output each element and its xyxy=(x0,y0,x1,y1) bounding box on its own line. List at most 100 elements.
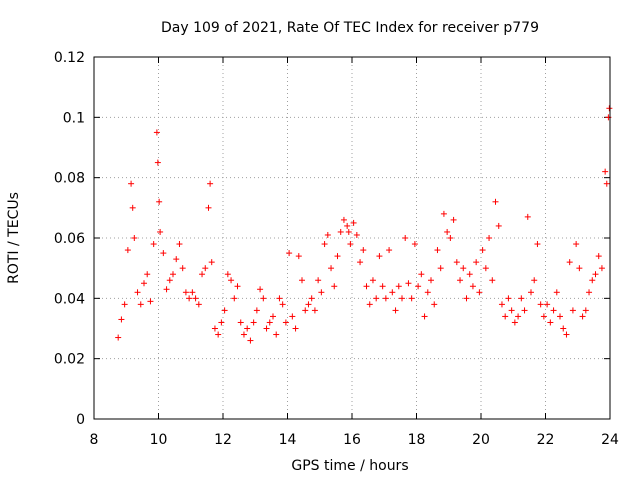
data-point xyxy=(579,313,586,320)
x-tick-label: 14 xyxy=(279,432,297,448)
data-point xyxy=(234,283,241,290)
data-point xyxy=(369,277,376,284)
data-point xyxy=(482,265,489,272)
data-point xyxy=(163,286,170,293)
data-point xyxy=(518,295,525,302)
data-point xyxy=(602,168,609,175)
data-point xyxy=(244,325,251,332)
data-point xyxy=(253,307,260,314)
data-point xyxy=(334,253,341,260)
data-point xyxy=(231,295,238,302)
data-point xyxy=(398,295,405,302)
data-point xyxy=(379,283,386,290)
data-point xyxy=(537,301,544,308)
data-point xyxy=(466,271,473,278)
y-tick-label: 0.02 xyxy=(54,352,85,368)
data-point xyxy=(586,289,593,296)
data-point xyxy=(137,301,144,308)
data-point xyxy=(592,271,599,278)
data-point xyxy=(363,283,370,290)
data-point xyxy=(250,319,257,326)
data-point xyxy=(460,265,467,272)
data-point xyxy=(550,307,557,314)
grid-lines xyxy=(94,57,610,419)
data-point xyxy=(527,289,534,296)
data-point xyxy=(202,265,209,272)
data-point xyxy=(273,331,280,338)
data-points xyxy=(115,105,613,344)
data-point xyxy=(434,247,441,254)
data-point xyxy=(324,231,331,238)
data-point xyxy=(589,277,596,284)
data-point xyxy=(469,283,476,290)
data-point xyxy=(276,295,283,302)
data-point xyxy=(302,307,309,314)
data-point xyxy=(382,295,389,302)
data-point xyxy=(257,286,264,293)
data-point xyxy=(389,289,396,296)
data-point xyxy=(350,219,357,226)
data-point xyxy=(511,319,518,326)
data-point xyxy=(428,277,435,284)
data-point xyxy=(531,277,538,284)
data-point xyxy=(476,289,483,296)
data-point xyxy=(498,301,505,308)
data-point xyxy=(150,241,157,248)
data-point xyxy=(173,256,180,263)
data-point xyxy=(192,295,199,302)
data-point xyxy=(328,265,335,272)
data-point xyxy=(515,313,522,320)
data-point xyxy=(211,325,218,332)
data-point xyxy=(563,331,570,338)
data-point xyxy=(279,301,286,308)
y-axis-label: ROTI / TECUs xyxy=(6,192,22,284)
data-point xyxy=(292,325,299,332)
data-point xyxy=(199,271,206,278)
y-tick-label: 0.06 xyxy=(54,231,85,247)
data-point xyxy=(402,235,409,241)
data-point xyxy=(157,228,164,235)
data-point xyxy=(431,301,438,308)
data-point xyxy=(353,231,360,238)
data-point xyxy=(357,259,364,266)
data-point xyxy=(347,241,354,248)
data-point xyxy=(473,259,480,266)
data-point xyxy=(557,313,564,320)
data-point xyxy=(263,325,270,332)
data-point xyxy=(156,198,163,205)
data-point xyxy=(405,280,412,287)
y-tick-label: 0.08 xyxy=(54,171,85,187)
data-point xyxy=(208,259,215,266)
data-point xyxy=(576,265,583,272)
data-point xyxy=(534,241,541,248)
data-point xyxy=(315,277,322,284)
data-point xyxy=(440,210,447,217)
data-point xyxy=(221,307,228,314)
x-tick-label: 8 xyxy=(90,432,99,448)
data-point xyxy=(182,289,189,296)
data-point xyxy=(344,222,351,229)
data-point xyxy=(553,289,560,296)
chart-title: Day 109 of 2021, Rate Of TEC Index for r… xyxy=(161,20,539,36)
data-point xyxy=(560,325,567,332)
data-point xyxy=(160,250,167,257)
data-point xyxy=(189,289,196,296)
data-point xyxy=(505,295,512,302)
data-point xyxy=(598,265,605,272)
data-point xyxy=(224,271,231,278)
data-point xyxy=(495,222,502,229)
data-point xyxy=(450,216,457,223)
axis-ticks: 8 10 12 14 16 18 20 22 24 0 0.02 0.04 0.06 0.08 0.1 0.1… xyxy=(54,50,619,448)
data-point xyxy=(207,180,214,187)
data-point xyxy=(140,280,147,287)
data-point xyxy=(186,295,193,302)
data-point xyxy=(266,319,273,326)
data-point xyxy=(606,105,613,112)
data-point xyxy=(205,204,212,211)
data-point xyxy=(128,180,135,187)
x-tick-label: 12 xyxy=(214,432,232,448)
data-point xyxy=(269,313,276,320)
data-point xyxy=(424,289,431,296)
data-point xyxy=(170,271,177,278)
